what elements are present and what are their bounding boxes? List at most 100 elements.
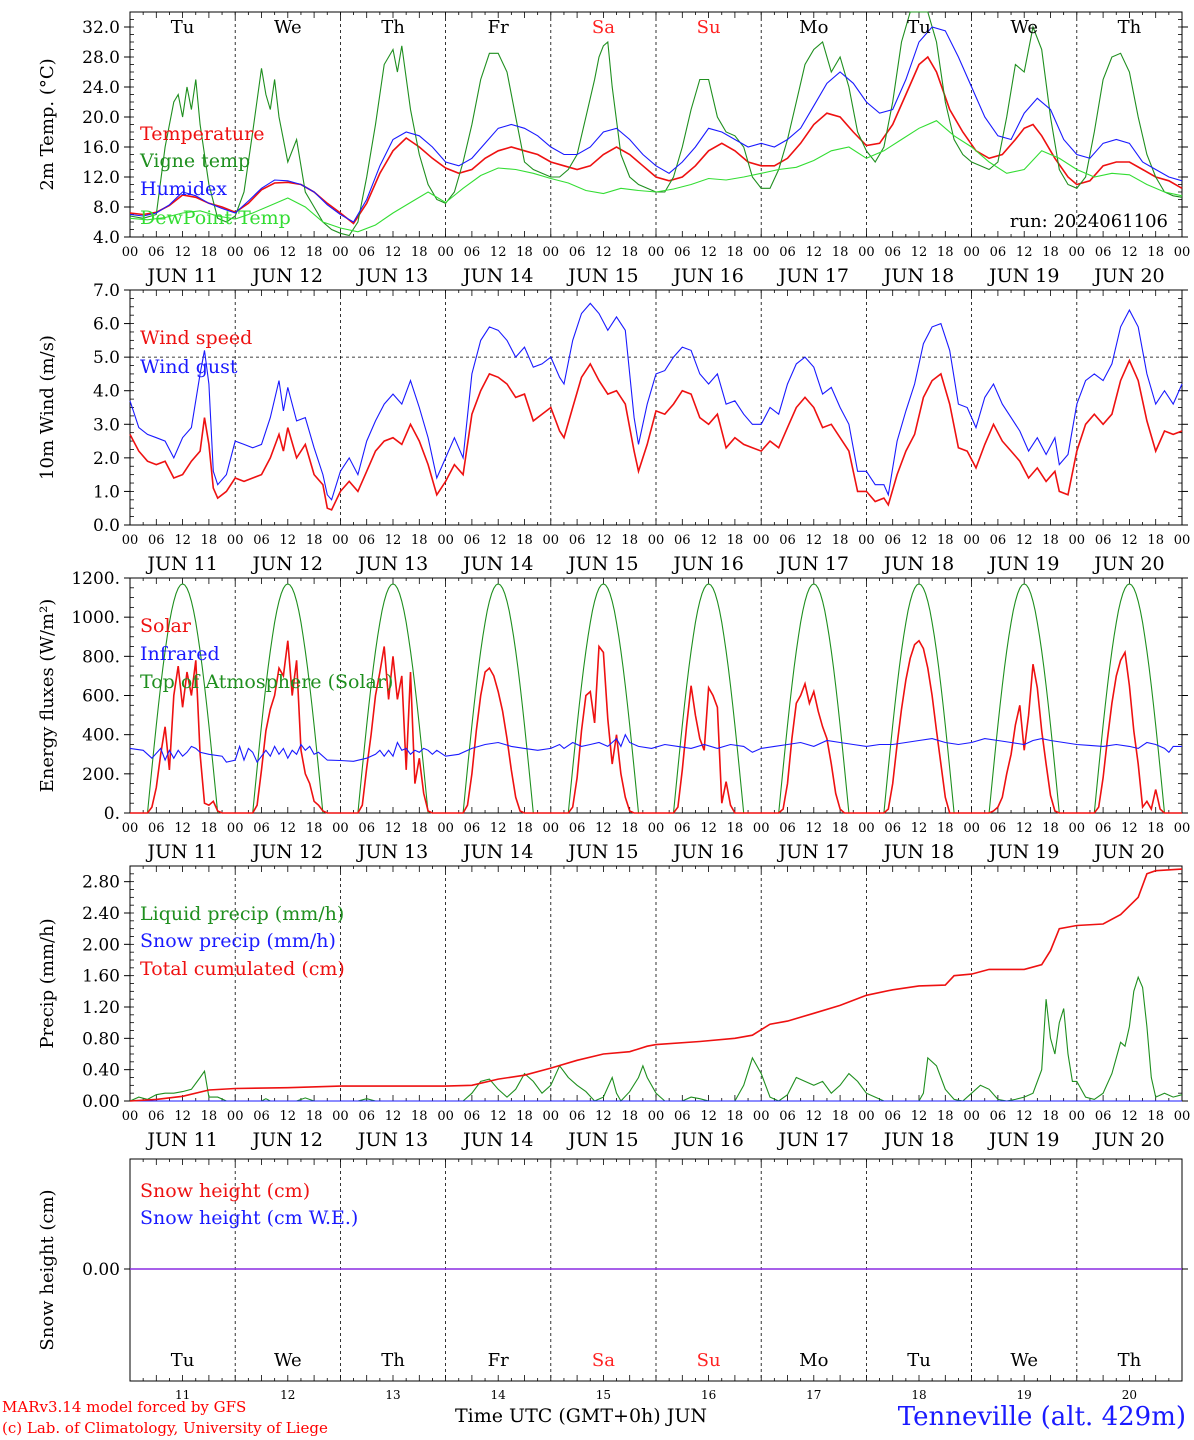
hour-label: 18 xyxy=(727,533,744,548)
date-label: JUN 13 xyxy=(356,265,428,287)
weekday-label: We xyxy=(274,17,302,38)
hour-label: 06 xyxy=(884,1109,901,1124)
hour-label: 00 xyxy=(753,1109,770,1124)
hour-label: 00 xyxy=(858,1109,875,1124)
hour-label: 18 xyxy=(621,533,638,548)
series-line-wind-gust xyxy=(129,302,1183,501)
legend-entry: Solar xyxy=(140,615,192,637)
day-number-label: 15 xyxy=(596,1388,611,1402)
y-tick-label: 20.0 xyxy=(82,108,120,128)
toa-solar-line xyxy=(146,583,219,814)
hour-label: 12 xyxy=(595,245,612,260)
weekday-label: We xyxy=(1010,1350,1038,1371)
hour-label: 06 xyxy=(779,1109,796,1124)
hour-label: 18 xyxy=(1042,245,1059,260)
day-number-label: 20 xyxy=(1122,1388,1137,1402)
hour-label: 18 xyxy=(832,1109,849,1124)
energy-ylabel: Energy fluxes (W/m²) xyxy=(37,599,58,793)
copyright-credit: (c) Lab. of Climatology, University of L… xyxy=(2,1419,328,1437)
weekday-label: Tu xyxy=(171,1350,195,1371)
y-tick-label: 3.0 xyxy=(93,415,120,435)
legend-entry: Vigne temp xyxy=(139,150,250,172)
y-tick-label: 1.20 xyxy=(82,998,120,1018)
hour-label: 12 xyxy=(490,821,507,836)
hour-label: 00 xyxy=(858,821,875,836)
hour-label: 12 xyxy=(280,533,297,548)
hour-label: 18 xyxy=(201,821,218,836)
hour-label: 18 xyxy=(201,533,218,548)
hour-label: 12 xyxy=(490,1109,507,1124)
hour-label: 06 xyxy=(464,245,481,260)
legend-entry: Wind gust xyxy=(140,356,238,378)
hour-label: 12 xyxy=(385,245,402,260)
y-tick-label: 2.40 xyxy=(82,904,120,924)
hour-label: 06 xyxy=(990,821,1007,836)
y-tick-label: 1000. xyxy=(71,608,120,628)
date-label: JUN 12 xyxy=(251,841,323,863)
hour-label: 12 xyxy=(700,245,717,260)
hour-label: 12 xyxy=(595,533,612,548)
hour-label: 12 xyxy=(806,245,823,260)
weekday-label: We xyxy=(274,1350,302,1371)
time-axis-label: Time UTC (GMT+0h) JUN xyxy=(455,1405,707,1427)
y-tick-label: 32.0 xyxy=(82,18,120,38)
temperature-panel xyxy=(124,11,1188,238)
y-tick-label: 16.0 xyxy=(82,138,120,158)
y-tick-label: 24.0 xyxy=(82,78,120,98)
hour-label: 18 xyxy=(1042,1109,1059,1124)
weekday-label: Sa xyxy=(592,17,615,38)
series-line-solar xyxy=(130,639,1182,814)
y-tick-label: 2.0 xyxy=(93,449,120,469)
hour-label: 06 xyxy=(884,245,901,260)
weekday-label: Th xyxy=(1118,17,1142,38)
date-label: JUN 17 xyxy=(777,841,849,863)
model-credit: MARv3.14 model forced by GFS xyxy=(2,1398,247,1416)
date-label: JUN 14 xyxy=(461,553,533,575)
hour-label: 00 xyxy=(122,821,139,836)
hour-label: 06 xyxy=(253,533,270,548)
date-label: JUN 15 xyxy=(566,553,638,575)
hour-label: 18 xyxy=(1042,533,1059,548)
date-label: JUN 11 xyxy=(145,265,217,287)
date-label: JUN 19 xyxy=(987,265,1059,287)
hour-label: 00 xyxy=(1069,821,1086,836)
hour-label: 12 xyxy=(280,1109,297,1124)
date-label: JUN 16 xyxy=(671,841,743,863)
hour-label: 00 xyxy=(1174,821,1191,836)
temperature-frame xyxy=(129,11,1183,238)
hour-label: 00 xyxy=(858,533,875,548)
hour-label: 12 xyxy=(806,533,823,548)
date-label: JUN 15 xyxy=(566,1129,638,1151)
hour-label: 06 xyxy=(1095,533,1112,548)
hour-label: 00 xyxy=(332,533,349,548)
station-name: Tenneville (alt. 429m) xyxy=(897,1402,1186,1432)
hour-label: 18 xyxy=(1147,533,1164,548)
hour-label: 06 xyxy=(358,245,375,260)
hour-label: 12 xyxy=(700,821,717,836)
date-label: JUN 15 xyxy=(566,265,638,287)
hour-label: 18 xyxy=(411,533,428,548)
hour-label: 00 xyxy=(753,245,770,260)
hour-label: 18 xyxy=(411,821,428,836)
hour-label: 12 xyxy=(911,821,928,836)
hour-label: 00 xyxy=(543,1109,560,1124)
hour-label: 06 xyxy=(358,821,375,836)
date-label: JUN 18 xyxy=(882,1129,954,1151)
hour-label: 18 xyxy=(306,821,323,836)
weekday-label: Tu xyxy=(907,17,931,38)
hour-label: 18 xyxy=(832,821,849,836)
day-number-label: 16 xyxy=(701,1388,716,1402)
hour-label: 12 xyxy=(174,245,191,260)
y-tick-label: 12.0 xyxy=(82,168,120,188)
hour-label: 06 xyxy=(1095,1109,1112,1124)
date-label: JUN 16 xyxy=(671,1129,743,1151)
hour-label: 06 xyxy=(358,1109,375,1124)
weekday-label: Mo xyxy=(799,1350,828,1371)
hour-label: 00 xyxy=(332,245,349,260)
y-tick-label: 0.00 xyxy=(82,1260,120,1280)
toa-solar-line xyxy=(357,583,429,814)
weekday-label: Tu xyxy=(171,17,195,38)
series-line-total-cumulated-cm- xyxy=(129,868,1183,1102)
toa-solar-line xyxy=(1093,583,1166,814)
